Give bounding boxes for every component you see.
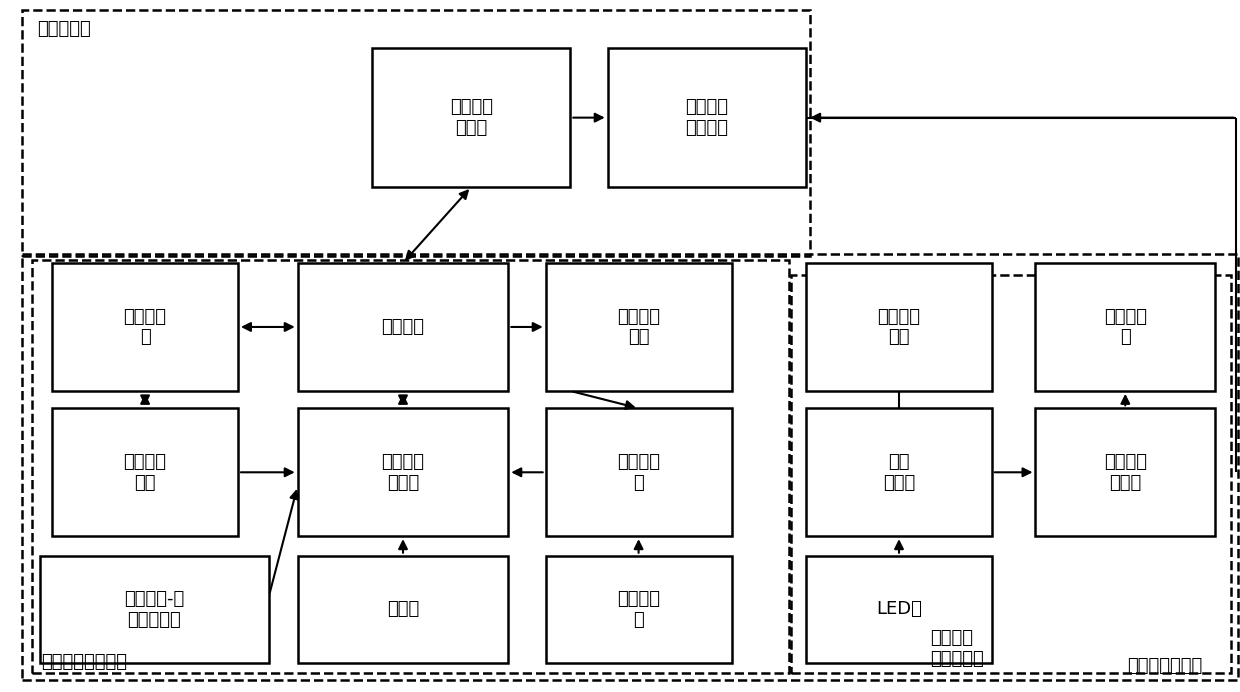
Text: 红外接近
开关: 红外接近 开关 xyxy=(124,453,166,492)
Text: 悬停控制
器: 悬停控制 器 xyxy=(124,307,166,347)
Bar xyxy=(32,260,789,673)
Bar xyxy=(372,48,570,187)
Text: 数据采集
控制器: 数据采集 控制器 xyxy=(1104,453,1147,492)
Bar xyxy=(608,48,806,187)
Text: 主控制器: 主控制器 xyxy=(382,318,424,336)
Bar xyxy=(546,556,732,663)
Text: 地面笔记本: 地面笔记本 xyxy=(37,20,91,38)
Text: 数字信号
处理器: 数字信号 处理器 xyxy=(382,453,424,492)
Text: 姿态控制
器: 姿态控制 器 xyxy=(618,453,660,492)
Text: 溜井内部
可视化系统: 溜井内部 可视化系统 xyxy=(930,629,983,668)
Bar xyxy=(298,408,508,536)
Text: 溜井地面
控制站: 溜井地面 控制站 xyxy=(450,98,492,137)
Bar xyxy=(791,275,1231,673)
Text: 无人机机载系统: 无人机机载系统 xyxy=(1127,657,1203,675)
Bar xyxy=(546,263,732,391)
Text: 溜井气压-高
度拟合曲线: 溜井气压-高 度拟合曲线 xyxy=(124,590,185,629)
Bar xyxy=(52,263,238,391)
Text: 溜井料位测量系统: 溜井料位测量系统 xyxy=(41,653,126,671)
Bar xyxy=(52,408,238,536)
Text: 料位显示
及可视化: 料位显示 及可视化 xyxy=(686,98,728,137)
Bar xyxy=(1035,408,1215,536)
Text: 广角
摄像机: 广角 摄像机 xyxy=(883,453,915,492)
Bar xyxy=(40,556,269,663)
Bar xyxy=(22,10,810,256)
Bar xyxy=(806,556,992,663)
Text: 气压计: 气压计 xyxy=(387,600,419,619)
Text: 惯导传感
器: 惯导传感 器 xyxy=(618,590,660,629)
Text: 数据存储
器: 数据存储 器 xyxy=(1104,307,1147,347)
Bar xyxy=(1035,263,1215,391)
Text: LED灯: LED灯 xyxy=(877,600,921,619)
Bar xyxy=(298,263,508,391)
Bar xyxy=(546,408,732,536)
Text: 超声避障
模块: 超声避障 模块 xyxy=(618,307,660,347)
Bar xyxy=(806,263,992,391)
Bar xyxy=(22,254,1238,680)
Bar xyxy=(806,408,992,536)
Text: 微型激光
雷达: 微型激光 雷达 xyxy=(878,307,920,347)
Bar xyxy=(298,556,508,663)
